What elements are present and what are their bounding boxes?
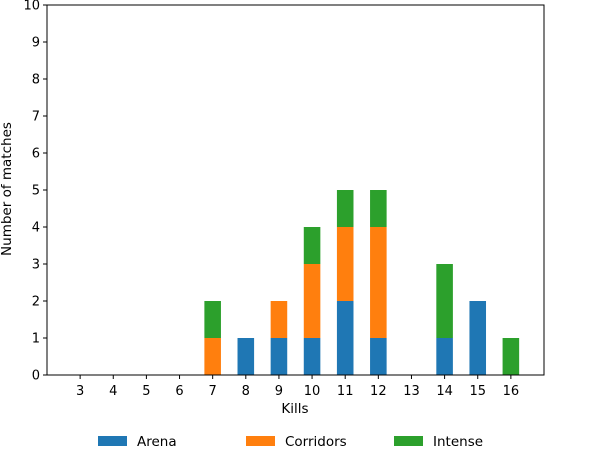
bar-arena-11: [337, 301, 354, 375]
x-tick-label: 4: [109, 384, 117, 399]
bar-corridors-11: [337, 227, 354, 301]
y-tick-label: 4: [32, 221, 40, 236]
legend-item-corridors: Corridors: [246, 434, 347, 450]
legend-item-intense: Intense: [394, 434, 483, 450]
bar-arena-8: [238, 338, 255, 375]
legend-label: Arena: [137, 434, 177, 450]
x-tick-label: 15: [469, 384, 486, 399]
bar-arena-10: [304, 338, 321, 375]
x-tick-label: 12: [370, 384, 387, 399]
y-tick-label: 7: [32, 110, 40, 125]
x-tick-label: 6: [175, 384, 183, 399]
bar-corridors-7: [204, 338, 221, 375]
x-tick-label: 11: [337, 384, 354, 399]
bar-corridors-9: [271, 301, 288, 338]
legend: Arena Corridors Intense: [98, 434, 483, 450]
bar-corridors-10: [304, 264, 321, 338]
x-tick-label: 8: [242, 384, 250, 399]
y-axis-label: Number of matches: [0, 122, 15, 256]
bar-intense-10: [304, 227, 321, 264]
legend-label: Corridors: [285, 434, 347, 450]
y-tick-label: 3: [32, 258, 40, 273]
x-tick-label: 9: [275, 384, 283, 399]
x-tick-label: 3: [76, 384, 84, 399]
bar-arena-9: [271, 338, 288, 375]
legend-swatch: [246, 436, 275, 446]
legend-label: Intense: [433, 434, 483, 450]
bar-arena-14: [436, 338, 453, 375]
bar-arena-12: [370, 338, 387, 375]
x-tick-label: 7: [209, 384, 217, 399]
legend-item-arena: Arena: [98, 434, 177, 450]
y-tick-label: 0: [32, 369, 40, 384]
bar-intense-14: [436, 264, 453, 338]
y-tick-label: 8: [32, 73, 40, 88]
y-tick-label: 9: [32, 36, 40, 51]
y-tick-label: 10: [23, 0, 40, 14]
legend-swatch: [98, 436, 127, 446]
bar-intense-16: [503, 338, 520, 375]
plot-area: [204, 190, 519, 375]
x-tick-label: 16: [503, 384, 520, 399]
x-axis-label: Kills: [281, 401, 308, 417]
y-tick-label: 2: [32, 295, 40, 310]
x-tick-label: 10: [304, 384, 321, 399]
x-tick-label: 13: [403, 384, 420, 399]
y-tick-label: 1: [32, 332, 40, 347]
y-tick-label: 5: [32, 184, 40, 199]
bar-corridors-12: [370, 227, 387, 338]
y-tick-label: 6: [32, 147, 40, 162]
x-tick-label: 14: [436, 384, 453, 399]
legend-swatch: [394, 436, 423, 446]
x-tick-label: 5: [142, 384, 150, 399]
bar-intense-11: [337, 190, 354, 227]
bar-intense-12: [370, 190, 387, 227]
bar-intense-7: [204, 301, 221, 338]
bar-arena-15: [469, 301, 486, 375]
